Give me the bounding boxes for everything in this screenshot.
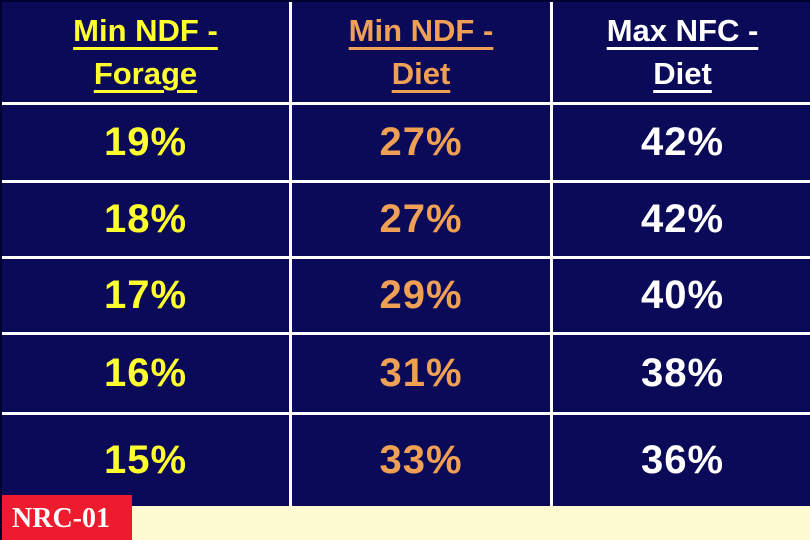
table-cell: 33%	[292, 415, 550, 506]
column-header-min-ndf-forage: Min NDF - Forage	[2, 2, 289, 102]
table-cell: 18%	[2, 183, 289, 256]
header-line2: Diet	[391, 56, 451, 91]
source-label: NRC-01	[12, 502, 110, 534]
table-cell: 42%	[553, 105, 810, 180]
table-cell: 19%	[2, 105, 289, 180]
table-cell: 27%	[292, 105, 550, 180]
table-cell: 31%	[292, 335, 550, 412]
table-cell: 38%	[553, 335, 810, 412]
header-line2: Forage	[93, 56, 198, 91]
table-cell: 40%	[553, 259, 810, 332]
table-cell: 16%	[2, 335, 289, 412]
column-header-min-ndf-diet: Min NDF - Diet	[292, 2, 550, 102]
header-line1: Min NDF -	[348, 13, 494, 48]
table-cell: 36%	[553, 415, 810, 506]
bottom-strip	[2, 506, 810, 540]
table-cell: 29%	[292, 259, 550, 332]
table-cell: 17%	[2, 259, 289, 332]
table-cell: 27%	[292, 183, 550, 256]
header-line2: Diet	[653, 56, 712, 91]
column-header-max-nfc-diet: Max NFC - Diet	[553, 2, 810, 102]
source-badge: NRC-01	[2, 495, 132, 540]
header-line1: Max NFC -	[606, 13, 759, 48]
ndf-nfc-table: Min NDF - Forage Min NDF - Diet Max NFC …	[2, 2, 810, 506]
header-line1: Min NDF -	[73, 13, 218, 48]
table-cell: 42%	[553, 183, 810, 256]
table-cell: 15%	[2, 415, 289, 506]
